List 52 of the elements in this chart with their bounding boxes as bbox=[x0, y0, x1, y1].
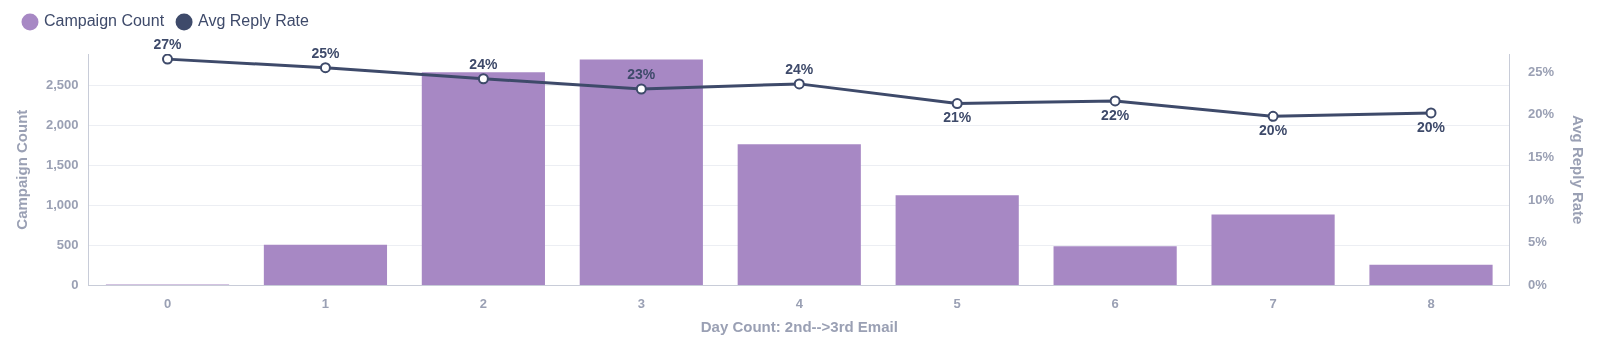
data-label: 22% bbox=[1101, 106, 1130, 123]
x-tick-label: 7 bbox=[1269, 295, 1277, 311]
x-tick-label: 2 bbox=[479, 295, 487, 311]
legend-label: Avg Reply Rate bbox=[198, 12, 310, 30]
data-label: 24% bbox=[785, 60, 814, 77]
y-tick-label: 1,500 bbox=[45, 157, 79, 173]
bar bbox=[895, 195, 1019, 285]
x-tick-label: 5 bbox=[953, 295, 961, 311]
bar bbox=[263, 244, 388, 285]
y2-tick-label: 0% bbox=[1527, 276, 1548, 292]
data-label: 20% bbox=[1259, 122, 1288, 139]
data-label: 24% bbox=[469, 55, 498, 72]
bar bbox=[579, 59, 703, 285]
bar bbox=[1369, 264, 1493, 285]
point bbox=[319, 62, 331, 74]
point bbox=[793, 78, 805, 90]
y2-tick-label: 5% bbox=[1527, 234, 1548, 250]
data-label: 25% bbox=[311, 44, 340, 61]
bar bbox=[1211, 214, 1335, 285]
point bbox=[1425, 107, 1437, 119]
y-tick-label: 0 bbox=[71, 276, 79, 292]
bar bbox=[737, 144, 861, 285]
x-tick-label: 1 bbox=[321, 295, 330, 311]
point bbox=[635, 83, 647, 95]
bar bbox=[421, 72, 545, 285]
point bbox=[477, 73, 489, 85]
y2-tick-label: 20% bbox=[1527, 106, 1555, 122]
x-tick-label: 8 bbox=[1427, 295, 1435, 311]
point bbox=[162, 54, 173, 65]
x-tick-label: 3 bbox=[637, 295, 645, 311]
y2-tick-label: 25% bbox=[1527, 63, 1555, 79]
data-label: 20% bbox=[1417, 118, 1446, 135]
x-tick-label: 0 bbox=[163, 295, 172, 311]
y-tick-label: 2,000 bbox=[45, 117, 79, 133]
y-tick-label: 1,000 bbox=[45, 197, 79, 213]
y-tick-label: 2,500 bbox=[45, 77, 79, 93]
point bbox=[1267, 110, 1279, 122]
y2-tick-label: 10% bbox=[1527, 191, 1555, 207]
data-label: 23% bbox=[627, 65, 656, 82]
x-tick-label: 4 bbox=[795, 295, 804, 311]
y-axis-title: Campaign Count bbox=[13, 109, 31, 230]
legend-label: Campaign Count bbox=[44, 12, 165, 30]
data-label: 27% bbox=[153, 35, 183, 52]
point bbox=[951, 98, 963, 110]
y2-tick-label: 15% bbox=[1527, 148, 1555, 164]
x-axis-title: Day Count: 2nd-->3rd Email bbox=[700, 318, 898, 336]
point bbox=[1109, 95, 1121, 107]
data-label: 21% bbox=[943, 109, 972, 126]
y-tick-label: 500 bbox=[56, 237, 79, 253]
bar bbox=[1053, 246, 1177, 285]
x-tick-label: 6 bbox=[1111, 295, 1119, 311]
y2-axis-title: Avg Reply Rate bbox=[1569, 114, 1587, 225]
